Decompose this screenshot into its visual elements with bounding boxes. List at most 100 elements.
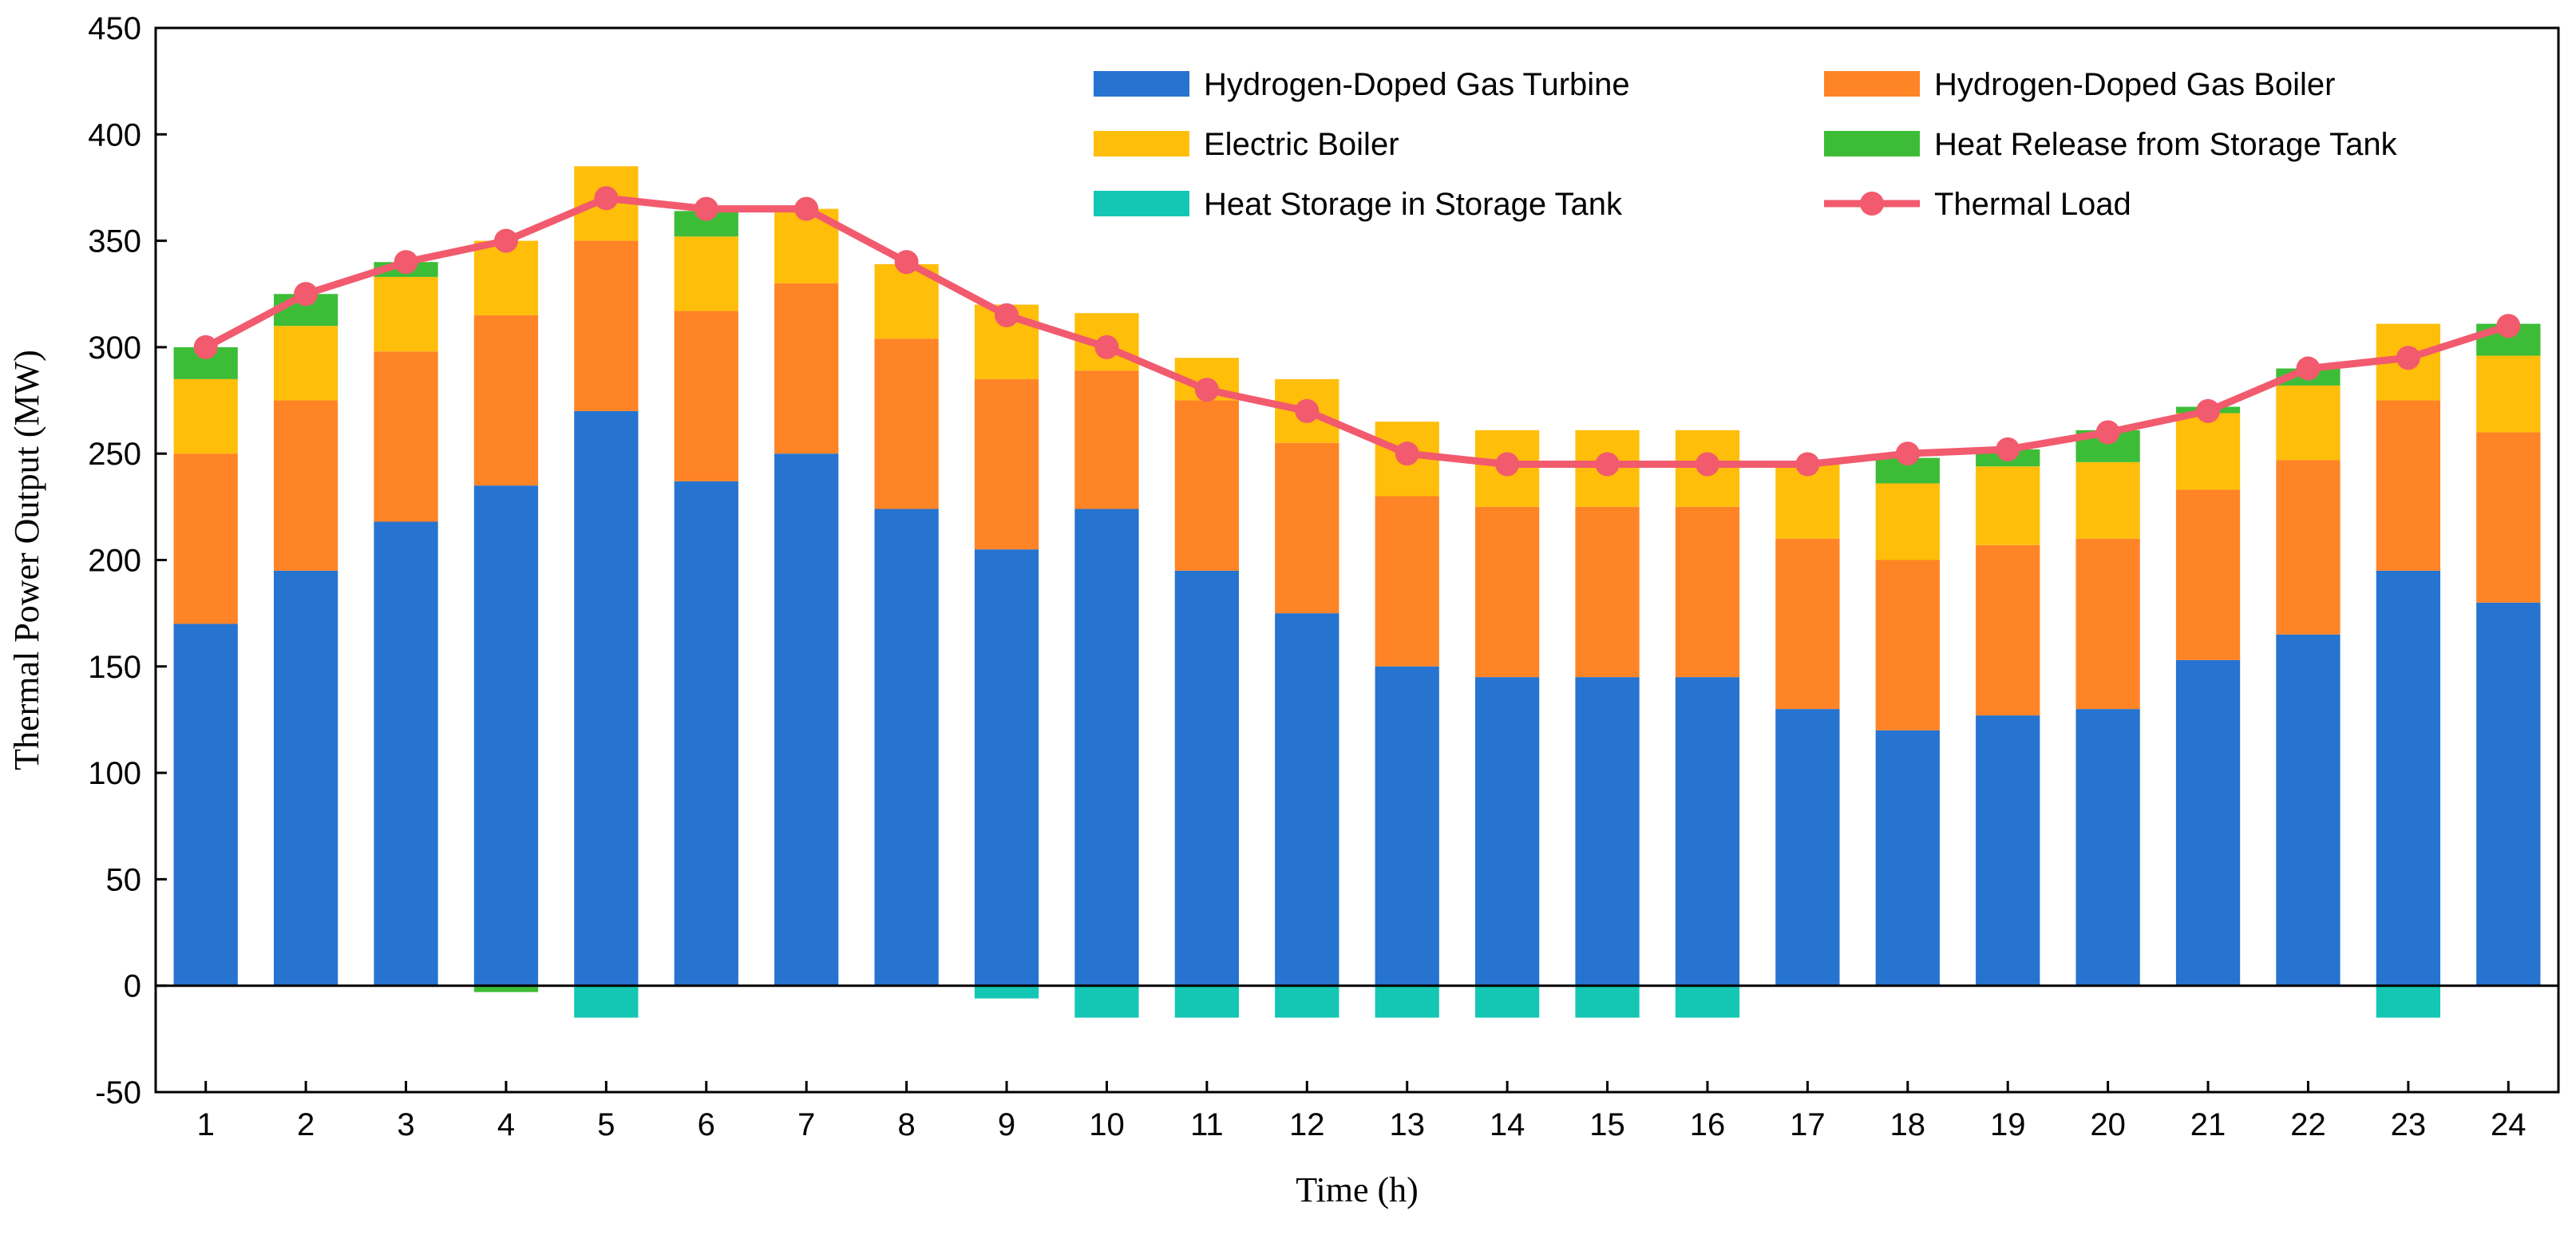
bar-segment-6-series-0 bbox=[674, 481, 738, 986]
x-tick-label-2: 2 bbox=[297, 1107, 315, 1142]
x-tick-label-21: 21 bbox=[2190, 1107, 2226, 1142]
bar-segment-15-series-4 bbox=[1575, 985, 1640, 1018]
bar-segment-4-series-0 bbox=[473, 485, 539, 986]
bar-segment-20-series-2 bbox=[2075, 461, 2140, 539]
thermal-load-point-9 bbox=[995, 303, 1019, 327]
bar-segment-1-series-2 bbox=[173, 378, 238, 454]
bar-segment-7-series-0 bbox=[774, 453, 839, 986]
y-tick-label-450: 450 bbox=[88, 11, 141, 46]
bar-segment-18-series-1 bbox=[1875, 560, 1940, 730]
thermal-load-point-5 bbox=[594, 186, 619, 211]
bar-segment-24-series-1 bbox=[2476, 432, 2541, 603]
bar-segment-12-series-0 bbox=[1275, 613, 1339, 986]
thermal-load-point-8 bbox=[894, 250, 919, 275]
bar-segment-4-series-1 bbox=[473, 315, 539, 486]
bar-segment-19-series-2 bbox=[1976, 466, 2040, 545]
bar-segment-13-series-4 bbox=[1375, 985, 1439, 1018]
bar-segment-24-series-0 bbox=[2476, 602, 2541, 986]
bar-segment-3-series-1 bbox=[374, 351, 438, 522]
x-tick-label-10: 10 bbox=[1089, 1107, 1125, 1142]
thermal-load-point-22 bbox=[2296, 356, 2321, 381]
bar-segment-6-series-2 bbox=[674, 236, 738, 311]
bar-segment-11-series-0 bbox=[1174, 570, 1240, 986]
x-tick-label-9: 9 bbox=[998, 1107, 1015, 1142]
bar-segment-23-series-0 bbox=[2376, 570, 2441, 986]
bar-segment-14-series-1 bbox=[1474, 506, 1540, 678]
y-tick-label-300: 300 bbox=[88, 331, 141, 366]
bar-segment-17-series-0 bbox=[1775, 709, 1840, 986]
bars-layer bbox=[173, 166, 2541, 1018]
bar-segment-15-series-0 bbox=[1575, 677, 1640, 986]
small-negative-mark-9 bbox=[974, 985, 1039, 999]
thermal-load-point-18 bbox=[1895, 441, 1920, 466]
bar-segment-16-series-0 bbox=[1675, 677, 1740, 986]
thermal-load-point-12 bbox=[1295, 398, 1320, 423]
y-tick-label--50: -50 bbox=[95, 1075, 141, 1110]
legend-label-3: Heat Release from Storage Tank bbox=[1934, 127, 2398, 162]
bar-segment-10-series-4 bbox=[1074, 985, 1139, 1018]
legend-label-0: Hydrogen-Doped Gas Turbine bbox=[1204, 67, 1630, 102]
y-tick-label-350: 350 bbox=[88, 224, 141, 259]
legend-label-5: Thermal Load bbox=[1934, 187, 2131, 222]
x-tick-label-14: 14 bbox=[1490, 1107, 1525, 1142]
bar-segment-1-series-0 bbox=[173, 623, 238, 986]
x-tick-label-23: 23 bbox=[2391, 1107, 2427, 1142]
legend-swatch-1 bbox=[1824, 71, 1920, 97]
bar-segment-21-series-0 bbox=[2175, 659, 2241, 986]
thermal-load-point-1 bbox=[193, 334, 218, 359]
x-tick-label-11: 11 bbox=[1190, 1107, 1224, 1142]
thermal-load-point-16 bbox=[1695, 452, 1719, 477]
thermal-load-point-2 bbox=[294, 282, 319, 307]
bar-segment-10-series-0 bbox=[1074, 509, 1139, 986]
legend-swatch-3 bbox=[1824, 131, 1920, 156]
thermal-load-point-20 bbox=[2095, 420, 2120, 445]
bar-segment-9-series-1 bbox=[974, 378, 1039, 550]
bar-segment-20-series-1 bbox=[2075, 538, 2140, 710]
legend-label-4: Heat Storage in Storage Tank bbox=[1204, 187, 1623, 222]
bar-segment-6-series-1 bbox=[674, 311, 738, 481]
y-axis-title: Thermal Power Output (MW) bbox=[7, 350, 46, 770]
legend-swatch-0 bbox=[1094, 71, 1189, 97]
x-tick-label-4: 4 bbox=[497, 1107, 515, 1142]
x-tick-label-22: 22 bbox=[2290, 1107, 2326, 1142]
bar-segment-17-series-1 bbox=[1775, 538, 1840, 710]
thermal-load-line-layer bbox=[193, 186, 2521, 477]
bar-segment-19-series-0 bbox=[1976, 715, 2040, 986]
bar-segment-22-series-0 bbox=[2276, 634, 2341, 986]
bar-segment-2-series-2 bbox=[273, 326, 338, 401]
bar-segment-23-series-1 bbox=[2376, 400, 2441, 571]
bar-segment-1-series-1 bbox=[173, 453, 238, 624]
thermal-load-point-21 bbox=[2196, 398, 2221, 423]
x-tick-label-6: 6 bbox=[698, 1107, 715, 1142]
thermal-load-point-23 bbox=[2396, 346, 2420, 370]
thermal-load-point-13 bbox=[1395, 441, 1419, 466]
bar-segment-5-series-4 bbox=[574, 985, 639, 1018]
bar-segment-5-series-1 bbox=[574, 240, 639, 411]
x-tick-label-19: 19 bbox=[1990, 1107, 2026, 1142]
thermal-load-point-3 bbox=[394, 250, 418, 275]
bar-segment-15-series-1 bbox=[1575, 506, 1640, 678]
x-tick-label-7: 7 bbox=[797, 1107, 815, 1142]
x-tick-label-16: 16 bbox=[1690, 1107, 1726, 1142]
bar-segment-11-series-4 bbox=[1174, 985, 1240, 1018]
x-tick-label-1: 1 bbox=[197, 1107, 215, 1142]
x-tick-label-17: 17 bbox=[1790, 1107, 1826, 1142]
bar-segment-11-series-1 bbox=[1174, 400, 1240, 571]
bar-segment-3-series-0 bbox=[374, 521, 438, 986]
thermal-load-point-24 bbox=[2496, 314, 2521, 338]
y-tick-label-200: 200 bbox=[88, 544, 141, 579]
bar-segment-16-series-4 bbox=[1675, 985, 1740, 1018]
bar-segment-24-series-2 bbox=[2476, 355, 2541, 433]
x-tick-label-20: 20 bbox=[2090, 1107, 2126, 1142]
bar-segment-20-series-0 bbox=[2075, 709, 2140, 986]
bar-segment-7-series-1 bbox=[774, 283, 839, 454]
thermal-load-point-19 bbox=[1996, 437, 2020, 461]
bar-segment-12-series-4 bbox=[1275, 985, 1339, 1018]
y-tick-label-250: 250 bbox=[88, 437, 141, 472]
bar-segment-22-series-2 bbox=[2276, 385, 2341, 461]
bar-segment-16-series-1 bbox=[1675, 506, 1740, 678]
bar-segment-18-series-2 bbox=[1875, 483, 1940, 560]
bar-segment-22-series-1 bbox=[2276, 460, 2341, 635]
bar-segment-18-series-0 bbox=[1875, 730, 1940, 986]
